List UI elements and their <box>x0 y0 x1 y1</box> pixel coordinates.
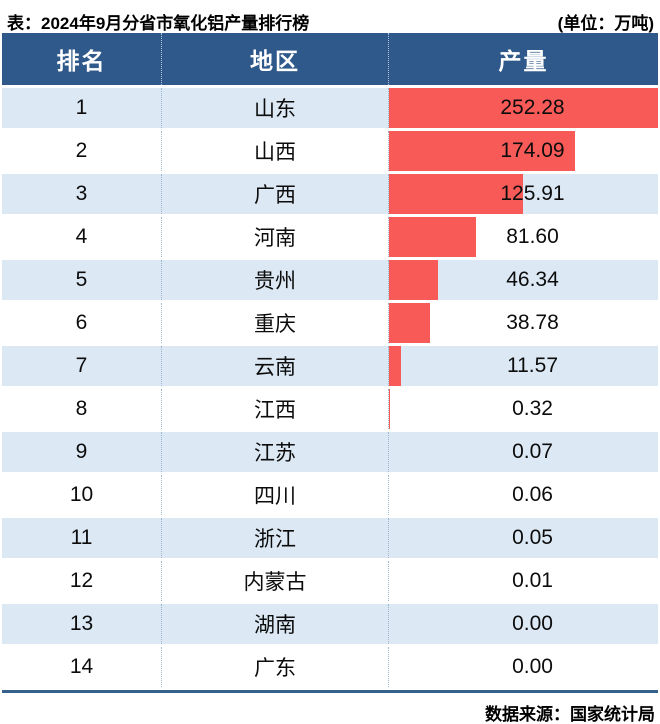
region-cell: 浙江 <box>162 518 389 558</box>
column-header-value: 产量 <box>498 48 549 74</box>
region-cell: 河南 <box>162 217 389 257</box>
region-cell: 江苏 <box>162 432 389 472</box>
region-cell: 四川 <box>162 475 389 515</box>
value-cell: 0.00 <box>389 604 658 644</box>
table-row: 7 云南 11.57 <box>2 346 658 386</box>
rank-cell: 14 <box>2 647 162 687</box>
table-row: 1 山东 252.28 <box>2 88 658 128</box>
title-bar: 表：2024年9月分省市氧化铝产量排行榜 (单位：万吨) <box>0 0 660 33</box>
unit-label: (单位：万吨) <box>557 14 654 33</box>
value-bar <box>389 346 402 386</box>
rank-cell: 7 <box>2 346 162 386</box>
region-cell: 广东 <box>162 647 389 687</box>
region-cell: 江西 <box>162 389 389 429</box>
value-bar <box>389 131 575 171</box>
table-row: 11 浙江 0.05 <box>2 518 658 558</box>
table-header-row: 排名 地区 产量 <box>2 33 658 85</box>
region-cell: 山东 <box>162 88 389 128</box>
table-row: 13 湖南 0.00 <box>2 604 658 644</box>
value-bar <box>389 88 658 128</box>
value-label: 38.78 <box>506 311 559 334</box>
value-cell: 46.34 <box>389 260 658 300</box>
table-row: 9 江苏 0.07 <box>2 432 658 472</box>
table-row: 6 重庆 38.78 <box>2 303 658 343</box>
rank-cell: 11 <box>2 518 162 558</box>
value-bar <box>389 174 524 214</box>
value-cell: 38.78 <box>389 303 658 343</box>
table-body: 1 山东 252.28 2 山西 174.09 3 广西 125.91 4 河南 81.60 5 贵州 46… <box>2 88 658 687</box>
value-label: 0.01 <box>512 569 553 592</box>
value-cell: 125.91 <box>389 174 658 214</box>
rank-cell: 10 <box>2 475 162 515</box>
rank-cell: 2 <box>2 131 162 171</box>
value-cell: 81.60 <box>389 217 658 257</box>
value-label: 252.28 <box>500 96 565 119</box>
table-row: 10 四川 0.06 <box>2 475 658 515</box>
table-row: 2 山西 174.09 <box>2 131 658 171</box>
value-bar <box>389 260 439 300</box>
region-cell: 云南 <box>162 346 389 386</box>
value-label: 125.91 <box>500 182 565 205</box>
value-label: 0.07 <box>512 440 553 463</box>
table-row: 8 江西 0.32 <box>2 389 658 429</box>
value-cell: 0.05 <box>389 518 658 558</box>
table-row: 3 广西 125.91 <box>2 174 658 214</box>
value-cell: 11.57 <box>389 346 658 386</box>
region-cell: 内蒙古 <box>162 561 389 601</box>
value-label: 0.32 <box>512 397 553 420</box>
table-row: 14 广东 0.00 <box>2 647 658 687</box>
value-label: 81.60 <box>506 225 559 248</box>
value-cell: 252.28 <box>389 88 658 128</box>
region-cell: 重庆 <box>162 303 389 343</box>
rank-cell: 9 <box>2 432 162 472</box>
value-cell: 0.32 <box>389 389 658 429</box>
rank-cell: 5 <box>2 260 162 300</box>
value-cell: 0.07 <box>389 432 658 472</box>
page-title: 表：2024年9月分省市氧化铝产量排行榜 <box>7 14 310 33</box>
table-row: 5 贵州 46.34 <box>2 260 658 300</box>
rank-cell: 3 <box>2 174 162 214</box>
region-cell: 湖南 <box>162 604 389 644</box>
value-label: 11.57 <box>507 354 558 377</box>
value-cell: 174.09 <box>389 131 658 171</box>
region-cell: 广西 <box>162 174 389 214</box>
ranking-table: 排名 地区 产量 1 山东 252.28 2 山西 174.09 3 广西 125.91 4 河南 8… <box>2 33 658 724</box>
table-row: 4 河南 81.60 <box>2 217 658 257</box>
value-bar <box>389 217 476 257</box>
rank-cell: 13 <box>2 604 162 644</box>
region-cell: 贵州 <box>162 260 389 300</box>
rank-cell: 1 <box>2 88 162 128</box>
value-bar <box>389 303 431 343</box>
value-label: 0.05 <box>512 526 553 549</box>
region-cell: 山西 <box>162 131 389 171</box>
value-label: 46.34 <box>506 268 559 291</box>
table-row: 12 内蒙古 0.01 <box>2 561 658 601</box>
rank-cell: 12 <box>2 561 162 601</box>
value-label: 0.06 <box>512 483 553 506</box>
rank-cell: 8 <box>2 389 162 429</box>
value-cell: 0.01 <box>389 561 658 601</box>
rank-cell: 6 <box>2 303 162 343</box>
column-header-rank: 排名 <box>2 33 162 85</box>
value-label: 174.09 <box>500 139 565 162</box>
data-source: 数据来源：国家统计局 <box>485 705 655 724</box>
footer-divider <box>2 690 658 693</box>
value-cell: 0.00 <box>389 647 658 687</box>
value-label: 0.00 <box>512 612 553 635</box>
value-cell: 0.06 <box>389 475 658 515</box>
column-header-region: 地区 <box>162 33 389 85</box>
value-label: 0.00 <box>512 655 553 678</box>
rank-cell: 4 <box>2 217 162 257</box>
